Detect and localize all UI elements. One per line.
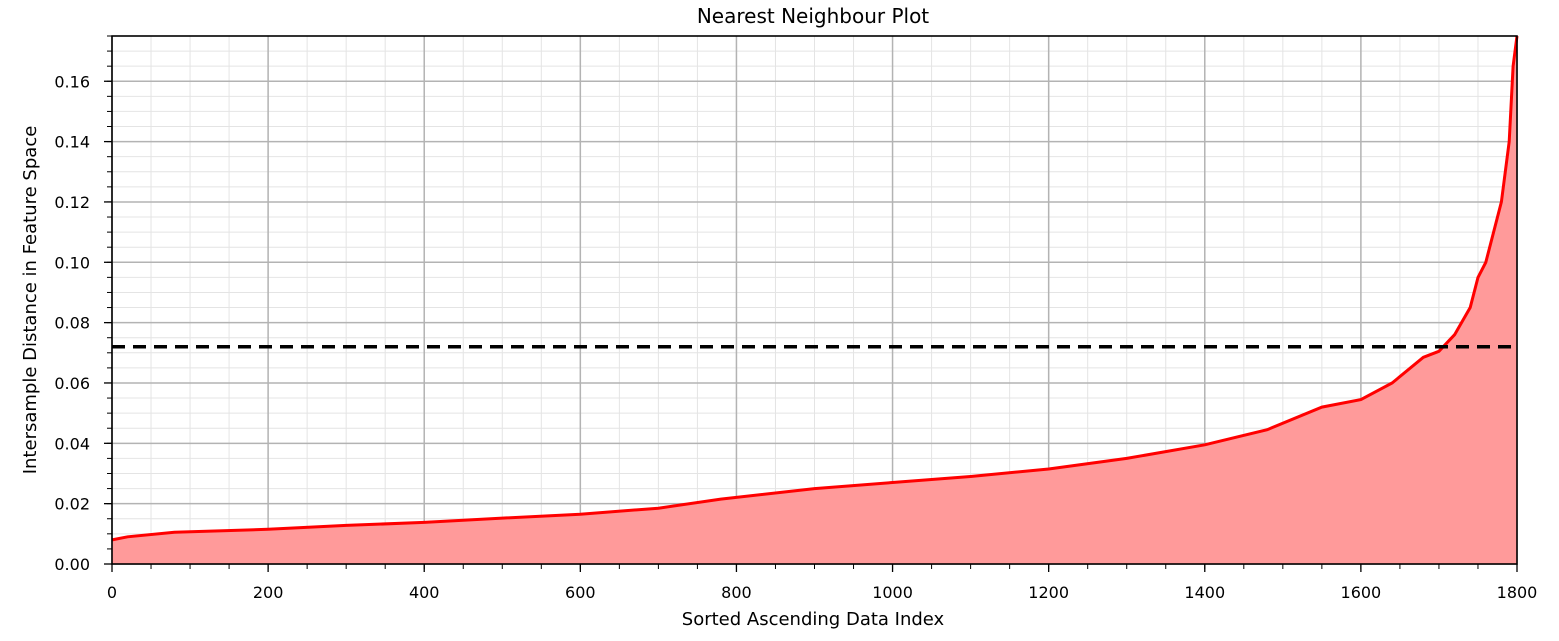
y-axis-ticks: 0.00 0.02 0.04 0.06 0.08 0.10 0.12 0.14 0.16 <box>54 35 112 574</box>
y-tick-label: 0.14 <box>54 133 90 152</box>
y-tick-label: 0.10 <box>54 253 90 272</box>
x-tick-label: 200 <box>253 583 284 602</box>
y-tick-label: 0.04 <box>54 434 90 453</box>
x-tick-label: 1200 <box>1028 583 1069 602</box>
x-tick-label: 0 <box>107 583 117 602</box>
y-tick-label: 0.02 <box>54 495 90 514</box>
y-tick-label: 0.00 <box>54 555 90 574</box>
y-tick-label: 0.06 <box>54 374 90 393</box>
y-axis-label: Intersample Distance in Feature Space <box>20 126 41 475</box>
x-axis-label: Sorted Ascending Data Index <box>682 609 945 630</box>
x-tick-label: 1400 <box>1184 583 1225 602</box>
x-tick-label: 1000 <box>872 583 913 602</box>
y-tick-label: 0.08 <box>54 314 90 333</box>
y-tick-label: 0.16 <box>54 72 90 91</box>
y-tick-label: 0.12 <box>54 193 90 212</box>
x-tick-label: 400 <box>409 583 440 602</box>
plot-area <box>111 35 1519 565</box>
x-tick-label: 1600 <box>1341 583 1382 602</box>
x-tick-label: 800 <box>721 583 752 602</box>
x-tick-label: 1800 <box>1497 583 1538 602</box>
distance-area-fill <box>112 36 1517 564</box>
x-axis-ticks: 0 200 400 600 800 1000 1200 1400 1600 1800 <box>107 564 1537 602</box>
x-tick-label: 600 <box>565 583 596 602</box>
distance-series-line <box>111 35 1519 542</box>
chart-title: Nearest Neighbour Plot <box>697 4 929 28</box>
